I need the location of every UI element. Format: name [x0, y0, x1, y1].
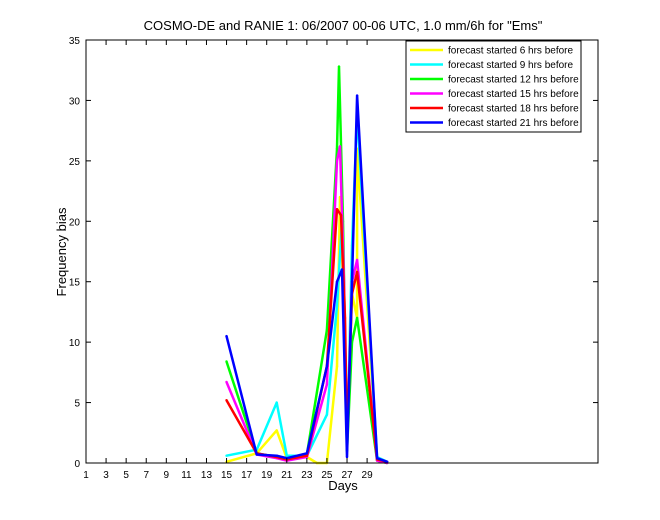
- x-axis-label: Days: [328, 478, 358, 493]
- y-axis-label: Frequency bias: [54, 207, 69, 296]
- data-point: [275, 429, 278, 432]
- data-point: [338, 145, 342, 148]
- x-tick-label: 21: [281, 470, 293, 481]
- data-point: [335, 365, 339, 368]
- x-tick-label: 13: [201, 470, 213, 481]
- data-point: [275, 401, 278, 404]
- x-tick-label: 29: [362, 470, 374, 481]
- x-tick-label: 9: [164, 470, 170, 481]
- legend-entry: forecast started 6 hrs before: [448, 46, 574, 57]
- x-tick-label: 7: [143, 470, 149, 481]
- data-point: [325, 413, 329, 416]
- x-tick-label: 27: [341, 470, 353, 481]
- legend: forecast started 6 hrs before forecast st…: [405, 40, 582, 133]
- y-axis: 0 5 10 15 20 25 30 35: [69, 36, 598, 470]
- x-tick-label: 23: [301, 470, 313, 481]
- x-tick-label: 19: [261, 470, 273, 481]
- series-line-1: [226, 111, 388, 463]
- data-point: [335, 147, 339, 150]
- data-point: [375, 457, 379, 460]
- data-point: [355, 270, 359, 274]
- data-point: [275, 454, 278, 457]
- y-tick-label: 35: [69, 36, 81, 47]
- data-point: [345, 455, 349, 459]
- legend-entry: forecast started 12 hrs before: [448, 75, 579, 86]
- data-point: [355, 94, 359, 97]
- y-tick-label: 25: [69, 157, 81, 168]
- data-point: [305, 452, 309, 455]
- data-point: [305, 454, 309, 457]
- data-point: [355, 258, 359, 262]
- x-tick-label: 15: [221, 470, 233, 481]
- data-point: [325, 365, 329, 368]
- y-tick-label: 30: [69, 96, 81, 107]
- x-tick-label: 17: [241, 470, 253, 481]
- y-tick-label: 0: [74, 459, 80, 470]
- data-point: [337, 65, 341, 68]
- x-tick-label: 1: [83, 470, 89, 481]
- y-tick-label: 20: [69, 217, 81, 228]
- data-point: [225, 334, 228, 338]
- y-tick-label: 10: [69, 338, 81, 349]
- data-point: [285, 454, 288, 457]
- x-tick-label: 25: [321, 470, 333, 481]
- data-point: [225, 380, 228, 384]
- plot-area: [225, 65, 389, 465]
- data-point: [386, 460, 389, 463]
- data-point: [225, 360, 228, 363]
- series-line-0: [226, 147, 383, 465]
- plot-frame: [85, 39, 599, 464]
- legend-box: [405, 40, 582, 133]
- data-point: [335, 280, 339, 283]
- legend-entry: forecast started 18 hrs before: [448, 104, 579, 115]
- series-line-2: [225, 65, 388, 465]
- data-point: [325, 383, 329, 386]
- data-point: [355, 316, 359, 320]
- data-point: [225, 454, 228, 457]
- data-point: [350, 280, 354, 283]
- chart-title: COSMO-DE and RANIE 1: 06/2007 00-06 UTC,…: [144, 18, 543, 33]
- y-tick-label: 5: [74, 399, 80, 410]
- data-point: [325, 328, 329, 332]
- legend-entry: forecast started 15 hrs before: [448, 89, 579, 100]
- x-tick-label: 11: [181, 470, 192, 481]
- data-point: [335, 208, 339, 211]
- y-tick-label: 15: [69, 278, 81, 289]
- data-point: [335, 304, 339, 308]
- data-point: [339, 214, 343, 217]
- series-line-5: [225, 94, 388, 463]
- x-tick-label: 5: [123, 470, 129, 481]
- data-point: [340, 268, 344, 271]
- data-point: [255, 453, 258, 456]
- x-tick-label: 3: [103, 470, 109, 481]
- legend-entry: forecast started 9 hrs before: [448, 60, 574, 71]
- data-point: [335, 159, 339, 163]
- legend-entry: forecast started 21 hrs before: [448, 118, 579, 129]
- x-axis: 1 3 5 7 9 11 13 15 17 19 21 23 25 27 29: [83, 40, 373, 481]
- data-point: [225, 399, 228, 402]
